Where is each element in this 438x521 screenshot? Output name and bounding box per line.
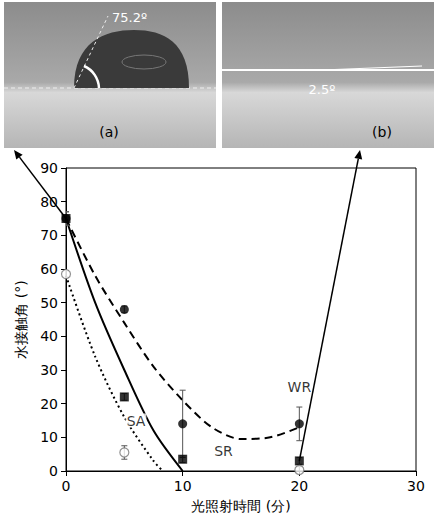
svg-text:SR: SR [214,443,233,459]
svg-text:30: 30 [407,478,425,494]
svg-text:WR: WR [288,379,312,395]
svg-text:(b): (b) [372,124,392,140]
svg-text:40: 40 [40,328,58,344]
svg-text:20: 20 [290,478,308,494]
svg-text:10: 10 [174,478,192,494]
svg-text:0: 0 [49,463,58,479]
svg-text:90: 90 [40,160,58,176]
svg-text:80: 80 [40,193,58,210]
svg-text:20: 20 [40,396,58,412]
svg-text:10: 10 [40,429,58,445]
svg-text:水接触角 (°): 水接触角 (°) [13,280,29,358]
svg-text:0: 0 [62,478,71,494]
svg-text:光照射時間 (分): 光照射時間 (分) [191,498,290,514]
svg-text:2.5º: 2.5º [309,82,336,97]
svg-text:50: 50 [40,295,58,311]
svg-text:(a): (a) [99,124,119,140]
svg-text:75.2º: 75.2º [112,10,147,25]
svg-text:30: 30 [40,362,58,378]
svg-text:60: 60 [40,261,58,277]
svg-text:SA: SA [127,413,146,429]
svg-text:70: 70 [40,227,58,243]
